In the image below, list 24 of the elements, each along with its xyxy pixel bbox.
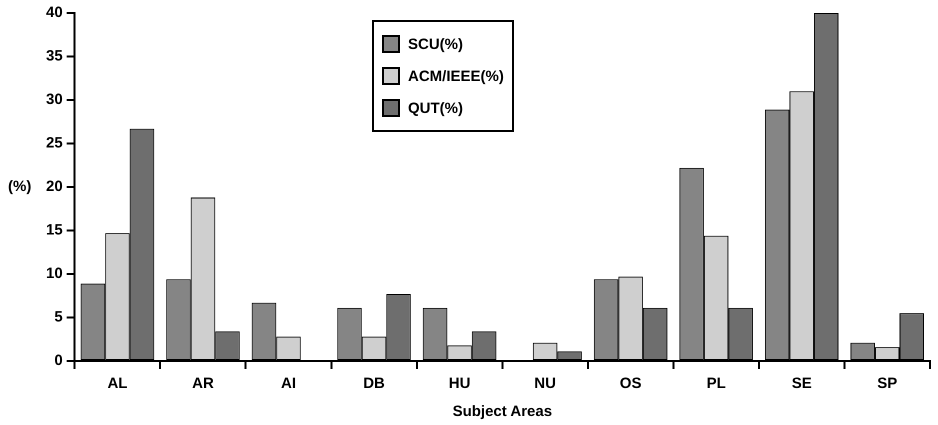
- y-tick-label: 10: [46, 265, 63, 282]
- y-axis-title: (%): [8, 178, 32, 196]
- x-axis-title: Subject Areas: [452, 403, 552, 420]
- x-tick-label: OS: [620, 375, 642, 392]
- x-tick-label: SE: [792, 375, 812, 392]
- x-tick-label: DB: [363, 375, 386, 392]
- x-tick-label: PL: [706, 375, 726, 392]
- legend-label: ACM/IEEE(%): [408, 68, 504, 84]
- y-tick-label: 20: [46, 178, 63, 196]
- y-tick-label: 25: [46, 134, 63, 152]
- y-tick-label: 5: [54, 308, 63, 326]
- x-tick-label: AL: [107, 375, 128, 392]
- x-tick-label: HU: [448, 375, 470, 392]
- legend-label: SCU(%): [408, 36, 463, 52]
- y-tick-label: 35: [46, 48, 63, 65]
- x-tick-label: NU: [534, 375, 556, 392]
- x-tick-label: SP: [877, 375, 898, 392]
- y-tick-label: 15: [46, 222, 63, 239]
- y-tick-label: 30: [46, 91, 63, 108]
- y-tick-label: 0: [54, 352, 63, 370]
- legend-label: QUT(%): [408, 100, 463, 116]
- x-tick-label: AI: [281, 375, 296, 392]
- x-tick-label: AR: [192, 375, 214, 392]
- y-tick-label: 40: [46, 4, 63, 22]
